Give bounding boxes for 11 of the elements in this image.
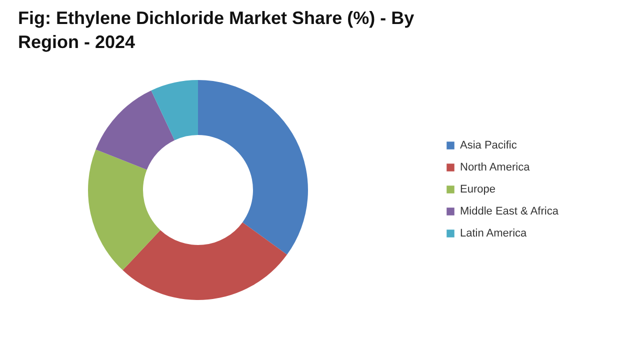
legend-label: Latin America <box>460 228 528 240</box>
chart-title: Fig: Ethylene Dichloride Market Share (%) - By Region - 2024 <box>18 8 414 52</box>
donut-slice <box>151 80 198 140</box>
donut-slice <box>122 222 287 300</box>
legend-label: North America <box>460 162 531 174</box>
legend-label: Middle East & Africa <box>460 206 560 218</box>
legend-label: Europe <box>460 184 496 196</box>
donut-slice <box>96 90 175 170</box>
legend-label: Asia Pacific <box>460 140 518 152</box>
donut-slice <box>198 80 308 255</box>
donut-slice <box>88 150 160 270</box>
